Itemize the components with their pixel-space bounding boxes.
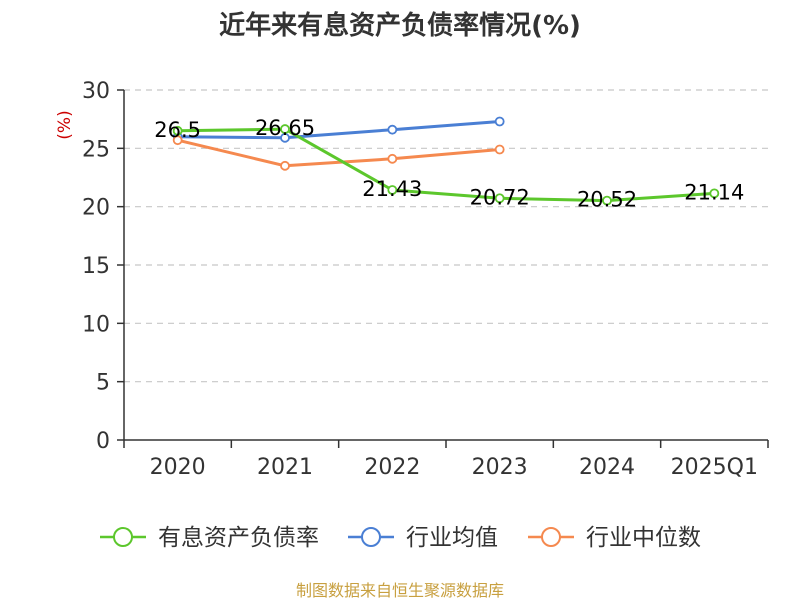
- data-labels: 26.5 26.65 21.43 20.72 20.52 21.14: [154, 116, 744, 212]
- legend-swatch-marker-0: [113, 527, 133, 547]
- source-note: 制图数据来自恒生聚源数据库: [296, 581, 504, 600]
- series-line-0: [177, 127, 715, 203]
- y-tick-label-0: 0: [96, 429, 110, 454]
- series-1-point-2023[interactable]: [494, 116, 505, 127]
- x-tick-label-2021: 2021: [257, 455, 313, 480]
- legend[interactable]: 有息资产负债率 行业均值 行业中位数: [100, 525, 701, 551]
- legend-item-1[interactable]: 行业均值: [348, 525, 498, 551]
- series-1-point-2022[interactable]: [387, 124, 398, 135]
- legend-swatch-marker-2: [541, 527, 561, 547]
- series-lines: [172, 116, 720, 206]
- y-tick-label-25: 25: [82, 137, 110, 162]
- series-2-point-2023[interactable]: [494, 144, 505, 155]
- series-2-point-2021[interactable]: [280, 160, 290, 171]
- series-0-point-2024[interactable]: [602, 195, 612, 206]
- legend-item-0[interactable]: 有息资产负债率: [100, 525, 319, 551]
- grid-lines: [124, 89, 768, 383]
- data-label-2020: 26.5: [154, 118, 201, 142]
- data-label-2021: 26.65: [255, 116, 315, 140]
- data-label-2024: 20.52: [577, 188, 637, 212]
- axes: 0 5 10 15 20 25 30 2020 2021 2022 2023 2024 2025Q1: [82, 79, 769, 480]
- x-tick-label-2025Q1: 2025Q1: [671, 455, 758, 480]
- y-tick-label-5: 5: [96, 371, 110, 396]
- data-label-2022: 21.43: [362, 177, 422, 201]
- series-0-point-2020[interactable]: [172, 125, 183, 136]
- series-line-2: [177, 138, 500, 168]
- series-2-point-2020[interactable]: [172, 135, 183, 146]
- chart-title: 近年来有息资产负债率情况(%): [219, 10, 581, 41]
- series-0-point-2022[interactable]: [387, 185, 398, 195]
- data-label-2023: 20.72: [470, 185, 530, 209]
- x-tick-label-2024: 2024: [579, 455, 635, 480]
- series-0-point-2025Q1[interactable]: [709, 188, 720, 199]
- legend-item-2[interactable]: 行业中位数: [528, 525, 701, 551]
- legend-swatch-marker-1: [361, 527, 381, 547]
- legend-label-2: 行业中位数: [586, 525, 701, 551]
- legend-label-0: 有息资产负债率: [158, 525, 319, 551]
- y-tick-label-15: 15: [82, 254, 110, 279]
- series-0-point-2023[interactable]: [494, 193, 505, 204]
- legend-label-1: 行业均值: [406, 525, 498, 551]
- x-tick-label-2022: 2022: [364, 455, 420, 480]
- y-axis-unit-label: (%): [55, 110, 75, 139]
- series-line-1: [177, 120, 500, 140]
- y-tick-label-30: 30: [82, 79, 110, 104]
- y-tick-label-10: 10: [82, 312, 110, 337]
- data-label-2025Q1: 21.14: [684, 180, 744, 204]
- series-0-point-2021[interactable]: [280, 124, 290, 134]
- series-2-point-2022[interactable]: [387, 153, 398, 164]
- x-tick-label-2023: 2023: [472, 455, 528, 480]
- y-tick-label-20: 20: [82, 196, 110, 221]
- x-tick-label-2020: 2020: [150, 455, 206, 480]
